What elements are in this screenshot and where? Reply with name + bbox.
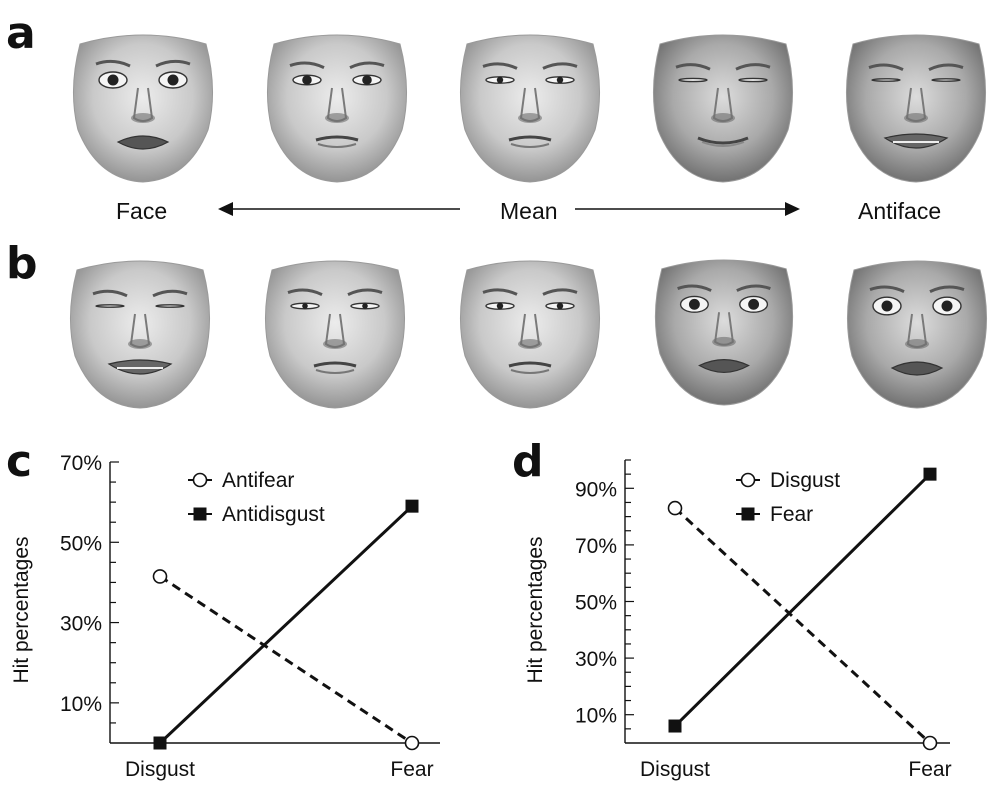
y-tick-label: 30% <box>575 648 617 671</box>
antidisgust-face-photo <box>847 260 987 409</box>
data-point-antifear <box>404 735 420 751</box>
antifear-face-photo <box>846 34 986 183</box>
chart-c: 10% 30% 50% 70% Disgust Fear Hit percentages An… <box>10 452 440 781</box>
legend-label: Antifear <box>222 469 294 492</box>
mean-face-photo <box>460 34 600 183</box>
data-point-antidisgust <box>405 499 419 513</box>
y-tick-label: 70% <box>60 452 102 475</box>
y-tick-label: 50% <box>575 592 617 615</box>
legend-marker <box>741 507 755 521</box>
mean-label: Mean <box>500 198 558 224</box>
series-line-antidisgust <box>158 505 414 745</box>
data-point-fear <box>923 467 937 481</box>
panel-c-letter: c <box>6 436 33 487</box>
x-tick-label: Disgust <box>125 758 195 781</box>
y-tick-label: 50% <box>60 532 102 555</box>
data-point-antifear <box>152 569 168 584</box>
y-tick-label: 70% <box>575 535 617 558</box>
panel-d-letter: d <box>512 436 544 487</box>
legend-marker <box>193 507 207 521</box>
face-label: Face <box>116 198 168 224</box>
y-tick-label: 30% <box>60 613 102 636</box>
y-tick-label: 90% <box>575 478 617 501</box>
weak-antifear-face-photo <box>653 34 793 183</box>
legend-marker <box>740 472 756 488</box>
y-axis-label: Hit percentages <box>10 536 33 683</box>
fear-face-photo <box>73 34 213 183</box>
legend-label: Antidisgust <box>222 503 325 526</box>
legend-label: Fear <box>770 503 813 526</box>
x-tick-label: Fear <box>390 758 433 781</box>
panel-a-letter: a <box>6 8 36 59</box>
data-point-disgust <box>922 735 938 751</box>
morph-arrows <box>218 202 800 216</box>
y-axis-label: Hit percentages <box>524 536 547 683</box>
x-tick-label: Fear <box>908 758 951 781</box>
panel-b-letter: b <box>6 238 38 289</box>
data-point-disgust <box>667 500 683 516</box>
arrow-right-head <box>785 202 800 216</box>
disgust-face-photo <box>70 260 210 409</box>
legend-marker <box>192 472 208 488</box>
weak-fear-face-photo <box>267 34 407 183</box>
y-tick-label: 10% <box>575 705 617 728</box>
x-tick-label: Disgust <box>640 758 710 781</box>
series-line-fear <box>673 473 932 728</box>
weak-antidisgust-face-photo <box>654 259 794 406</box>
data-point-fear <box>668 719 682 733</box>
mean-face-photo <box>460 260 600 409</box>
series-line-disgust <box>673 507 932 745</box>
series-line-antifear <box>159 575 413 745</box>
chart-d: 10% 30% 50% 70% 90% Disgust Fear Hit percentage… <box>524 459 952 781</box>
weak-disgust-face-photo <box>265 260 405 409</box>
arrow-left-head <box>218 202 233 216</box>
data-point-antidisgust <box>153 736 167 750</box>
antiface-label: Antiface <box>858 198 942 224</box>
legend-label: Disgust <box>770 469 840 492</box>
y-tick-label: 10% <box>60 693 102 716</box>
